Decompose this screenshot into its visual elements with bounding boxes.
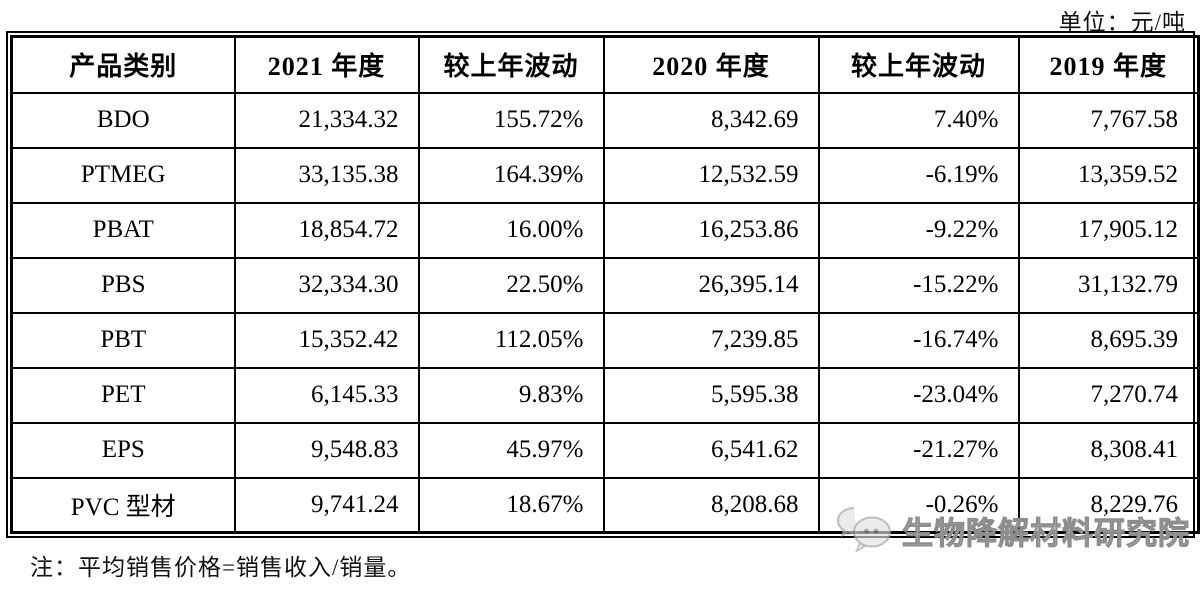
table-header: 产品类别 2021 年度 较上年波动 2020 年度 较上年波动 2019 年度 xyxy=(10,35,1200,94)
value-cell: 12,532.59 xyxy=(602,146,820,204)
value-cell: -21.27% xyxy=(817,421,1020,479)
header-row: 产品类别 2021 年度 较上年波动 2020 年度 较上年波动 2019 年度 xyxy=(10,35,1200,94)
value-cell: 7,239.85 xyxy=(602,311,820,369)
value-cell: -23.04% xyxy=(817,366,1020,424)
table-row: PBS 32,334.30 22.50% 26,395.14 -15.22% 31,132… xyxy=(10,256,1200,314)
value-cell: -9.22% xyxy=(817,201,1020,259)
value-cell: 5,595.38 xyxy=(602,366,820,424)
table-row: BDO 21,334.32 155.72% 8,342.69 7.40% 7,767.58 xyxy=(10,91,1200,149)
value-cell: 155.72% xyxy=(417,91,605,149)
column-header: 较上年波动 xyxy=(817,35,1020,94)
value-cell: 8,342.69 xyxy=(602,91,820,149)
value-cell: 45.97% xyxy=(417,421,605,479)
product-category-cell: PBT xyxy=(10,311,236,369)
column-header: 产品类别 xyxy=(10,35,236,94)
value-cell: 7,270.74 xyxy=(1017,366,1200,424)
value-cell: 8,308.41 xyxy=(1017,421,1200,479)
product-category-cell: PBS xyxy=(10,256,236,314)
value-cell: 15,352.42 xyxy=(233,311,420,369)
table-row: PET 6,145.33 9.83% 5,595.38 -23.04% 7,270.74 xyxy=(10,366,1200,424)
product-category-cell: PET xyxy=(10,366,236,424)
product-category-cell: BDO xyxy=(10,91,236,149)
value-cell: 17,905.12 xyxy=(1017,201,1200,259)
table-body: BDO 21,334.32 155.72% 8,342.69 7.40% 7,767.58… xyxy=(10,91,1200,534)
table-note: 注：平均销售价格=销售收入/销量。 xyxy=(30,555,412,580)
value-cell: 6,541.62 xyxy=(602,421,820,479)
value-cell: 164.39% xyxy=(417,146,605,204)
value-cell: 7.40% xyxy=(817,91,1020,149)
value-cell: 32,334.30 xyxy=(233,256,420,314)
value-cell: 18.67% xyxy=(417,476,605,534)
value-cell: 8,695.39 xyxy=(1017,311,1200,369)
value-cell: 22.50% xyxy=(417,256,605,314)
table-row: PBAT 18,854.72 16.00% 16,253.86 -9.22% 17,905… xyxy=(10,201,1200,259)
value-cell: -16.74% xyxy=(817,311,1020,369)
table-row: PTMEG 33,135.38 164.39% 12,532.59 -6.19% 13,3… xyxy=(10,146,1200,204)
value-cell: 8,208.68 xyxy=(602,476,820,534)
value-cell: -0.26% xyxy=(817,476,1020,534)
value-cell: 9,741.24 xyxy=(233,476,420,534)
price-table-wrap: 产品类别 2021 年度 较上年波动 2020 年度 较上年波动 2019 年度 BDO 2… xyxy=(6,31,1200,538)
value-cell: 112.05% xyxy=(417,311,605,369)
value-cell: 9,548.83 xyxy=(233,421,420,479)
value-cell: 9.83% xyxy=(417,366,605,424)
column-header: 较上年波动 xyxy=(417,35,605,94)
price-table: 产品类别 2021 年度 较上年波动 2020 年度 较上年波动 2019 年度 BDO 2… xyxy=(10,35,1200,534)
product-category-cell: EPS xyxy=(10,421,236,479)
value-cell: 8,229.76 xyxy=(1017,476,1200,534)
value-cell: 7,767.58 xyxy=(1017,91,1200,149)
column-header: 2019 年度 xyxy=(1017,35,1200,94)
product-category-cell: PVC 型材 xyxy=(10,476,236,534)
value-cell: -15.22% xyxy=(817,256,1020,314)
value-cell: -6.19% xyxy=(817,146,1020,204)
value-cell: 21,334.32 xyxy=(233,91,420,149)
unit-label: 单位：元/吨 xyxy=(1058,10,1186,35)
value-cell: 16.00% xyxy=(417,201,605,259)
value-cell: 31,132.79 xyxy=(1017,256,1200,314)
value-cell: 6,145.33 xyxy=(233,366,420,424)
product-category-cell: PTMEG xyxy=(10,146,236,204)
table-row: PBT 15,352.42 112.05% 7,239.85 -16.74% 8,695.… xyxy=(10,311,1200,369)
product-category-cell: PBAT xyxy=(10,201,236,259)
table-row: PVC 型材 9,741.24 18.67% 8,208.68 -0.26% 8,229.… xyxy=(10,476,1200,534)
value-cell: 26,395.14 xyxy=(602,256,820,314)
value-cell: 33,135.38 xyxy=(233,146,420,204)
value-cell: 13,359.52 xyxy=(1017,146,1200,204)
table-row: EPS 9,548.83 45.97% 6,541.62 -21.27% 8,308.41 xyxy=(10,421,1200,479)
column-header: 2020 年度 xyxy=(602,35,820,94)
value-cell: 16,253.86 xyxy=(602,201,820,259)
column-header: 2021 年度 xyxy=(233,35,420,94)
value-cell: 18,854.72 xyxy=(233,201,420,259)
